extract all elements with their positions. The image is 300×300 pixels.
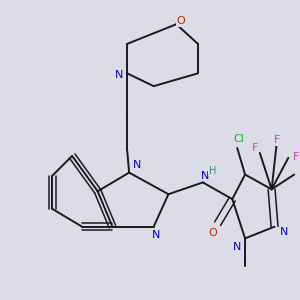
Text: F: F	[252, 143, 258, 153]
Text: Cl: Cl	[234, 134, 244, 144]
Text: N: N	[201, 170, 209, 181]
Text: N: N	[280, 226, 289, 237]
Text: N: N	[233, 242, 242, 252]
Text: F: F	[293, 152, 299, 162]
Text: N: N	[152, 230, 160, 241]
Text: N: N	[133, 160, 141, 170]
Text: N: N	[115, 70, 124, 80]
Text: H: H	[209, 166, 216, 176]
Text: O: O	[177, 16, 186, 26]
Text: O: O	[208, 227, 217, 238]
Text: F: F	[274, 135, 281, 145]
